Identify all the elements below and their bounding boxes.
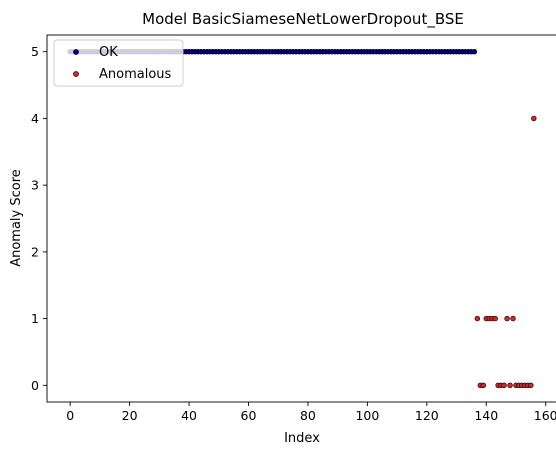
data-point [510,315,516,322]
legend-marker-ok [73,49,79,55]
data-point [501,382,507,389]
x-tick-label: 160 [534,408,556,423]
data-point [471,48,478,55]
x-tick-label: 140 [474,408,498,423]
legend-label-ok: OK [99,45,118,60]
legend: OK Anomalous [53,39,184,87]
x-axis-label: Index [284,431,320,446]
data-point [474,315,481,322]
y-axis-label: Anomaly Score [9,169,24,267]
data-point [504,315,510,322]
legend-box [53,39,184,87]
data-point [480,382,486,389]
y-tick-label: 2 [31,244,39,259]
plot-points [67,48,537,389]
x-tick-label: 80 [300,408,316,423]
chart-title: Model BasicSiameseNetLowerDropout_BSE [142,10,464,29]
x-tick-label: 120 [415,408,439,423]
y-tick-label: 3 [31,178,39,193]
data-point [507,382,513,389]
series-anomalous [474,115,537,389]
x-axis-ticks: 0 20 40 60 80 100 120 140 160 [66,402,556,423]
y-tick-label: 5 [31,44,39,59]
x-tick-label: 0 [66,408,74,423]
data-point [531,115,537,122]
y-axis-ticks: 0 1 2 3 4 5 [31,44,47,393]
x-tick-label: 20 [122,408,138,423]
data-point [528,382,534,389]
y-tick-label: 0 [31,378,39,393]
y-tick-label: 4 [31,111,39,126]
plot-frame [46,34,556,403]
x-tick-label: 60 [241,408,257,423]
legend-label-anomalous: Anomalous [99,67,172,82]
y-tick-label: 1 [31,311,39,326]
data-point [492,315,498,322]
x-tick-label: 100 [355,408,379,423]
legend-marker-anomalous [73,71,79,77]
x-tick-label: 40 [181,408,197,423]
